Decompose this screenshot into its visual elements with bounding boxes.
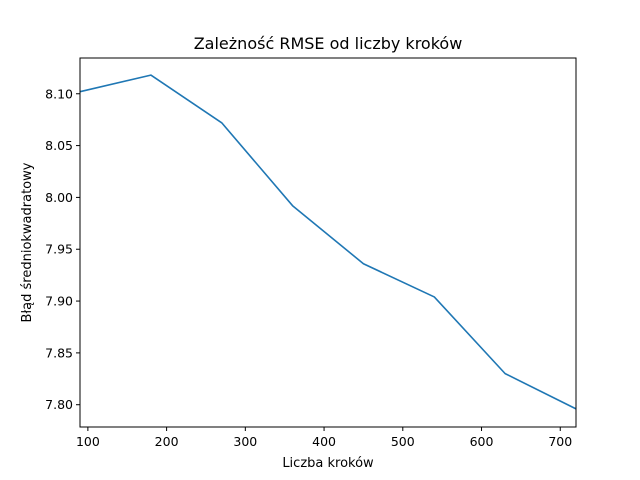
x-axis-ticks: 100 200 300 400 500 600 700 xyxy=(76,427,572,449)
y-tick-label: 7.85 xyxy=(45,345,73,360)
series-line xyxy=(79,74,577,410)
x-tick-label: 600 xyxy=(470,434,494,449)
chart-title: Zależność RMSE od liczby kroków xyxy=(194,34,463,53)
x-tick-label: 300 xyxy=(233,434,257,449)
x-tick-label: 100 xyxy=(76,434,100,449)
y-tick-label: 8.10 xyxy=(45,86,73,101)
y-tick-label: 8.05 xyxy=(45,138,73,153)
y-tick-label: 7.90 xyxy=(45,294,73,309)
x-tick-label: 400 xyxy=(312,434,336,449)
y-axis-label: Błąd średniokwadratowy xyxy=(20,162,35,322)
x-tick-label: 700 xyxy=(548,434,572,449)
x-tick-label: 200 xyxy=(155,434,179,449)
plot-frame xyxy=(79,57,577,428)
x-axis-label: Liczba kroków xyxy=(282,456,374,471)
y-tick-label: 7.80 xyxy=(45,397,73,412)
plot-series xyxy=(79,74,577,410)
x-tick-label: 500 xyxy=(391,434,415,449)
y-axis-ticks: 7.80 7.85 7.90 7.95 8.00 8.05 8.10 xyxy=(45,86,80,412)
y-tick-label: 7.95 xyxy=(45,242,73,257)
y-tick-label: 8.00 xyxy=(45,190,73,205)
